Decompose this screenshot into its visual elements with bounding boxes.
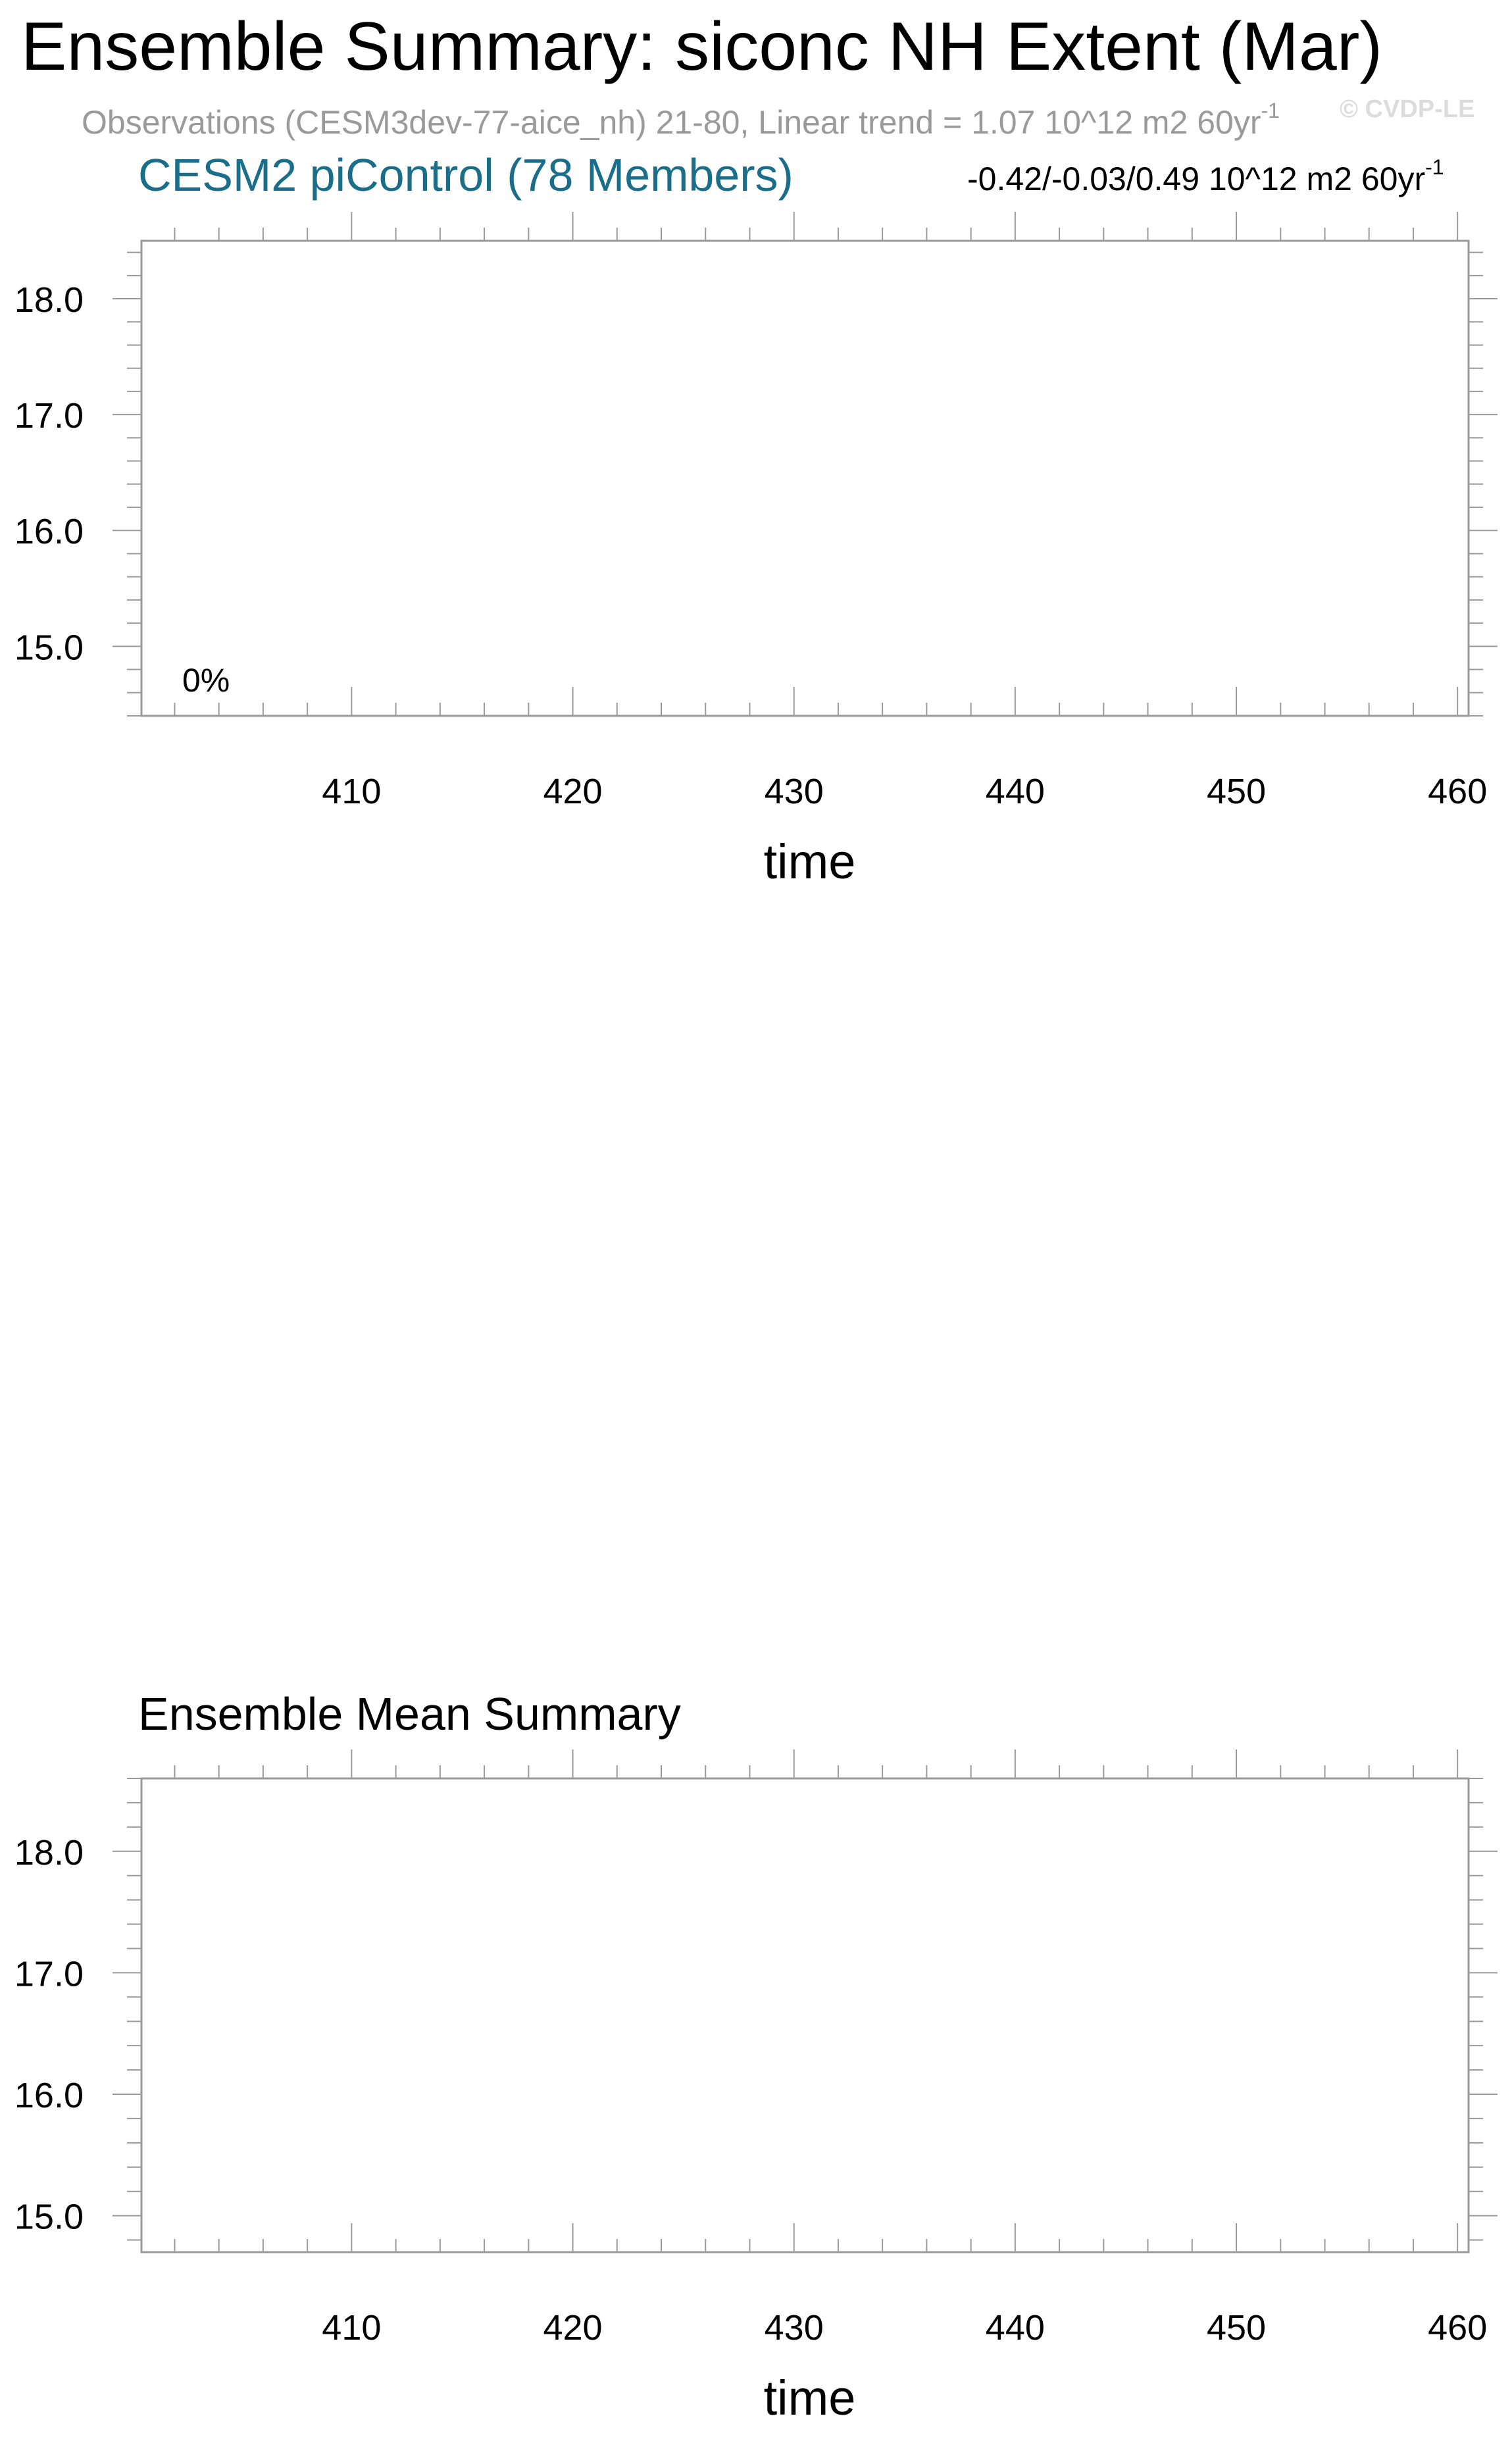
panel1-x-tick-label: 440 bbox=[986, 772, 1045, 811]
panel2-y-tick-label: 15.0 bbox=[14, 2198, 84, 2237]
panel2-plot-frame bbox=[140, 1777, 1470, 2253]
panel1-trend-stats-exponent: -1 bbox=[1425, 155, 1444, 179]
panel1-plot-frame bbox=[140, 239, 1470, 717]
cvdp-watermark: © CVDP-LE bbox=[1340, 95, 1475, 123]
panel2-x-tick-label: 440 bbox=[986, 2308, 1045, 2348]
panel1-y-tick-label: 15.0 bbox=[14, 628, 84, 667]
panel2-x-axis-label: time bbox=[764, 2371, 856, 2425]
observations-trend-label: Observations (CESM3dev-77-aice_nh) 21-80… bbox=[82, 99, 1280, 141]
panel1-x-tick-label: 460 bbox=[1428, 772, 1487, 811]
panel1-x-tick-label: 410 bbox=[322, 772, 381, 811]
panel2-x-tick-label: 460 bbox=[1428, 2308, 1487, 2348]
panel1-x-tick-label: 450 bbox=[1207, 772, 1266, 811]
figure-title: Ensemble Summary: siconc NH Extent (Mar) bbox=[21, 9, 1382, 85]
panel1-y-tick-label: 17.0 bbox=[14, 396, 84, 436]
panel2-title: Ensemble Mean Summary bbox=[138, 1688, 681, 1740]
observations-trend-text: Observations (CESM3dev-77-aice_nh) 21-80… bbox=[82, 104, 1261, 141]
panel1-x-tick-label: 430 bbox=[765, 772, 824, 811]
panel2-x-tick-label: 430 bbox=[765, 2308, 824, 2348]
observations-trend-unit-exponent: -1 bbox=[1261, 99, 1280, 122]
panel1-x-tick-label: 420 bbox=[543, 772, 602, 811]
panel2-y-tick-label: 18.0 bbox=[14, 1833, 84, 1873]
panel1-y-tick-label: 18.0 bbox=[14, 280, 84, 320]
panel2-x-tick-label: 420 bbox=[543, 2308, 602, 2348]
panel1-percent-annotation: 0% bbox=[182, 662, 230, 699]
panel1-title: CESM2 piControl (78 Members) bbox=[138, 149, 794, 201]
panel1-trend-stats-text: -0.42/-0.03/0.49 10^12 m2 60yr bbox=[967, 161, 1426, 197]
panel2-y-tick-label: 16.0 bbox=[14, 2076, 84, 2115]
panel2-y-tick-label: 17.0 bbox=[14, 1954, 84, 1994]
panel2-x-tick-label: 450 bbox=[1207, 2308, 1266, 2348]
panel2-x-tick-label: 410 bbox=[322, 2308, 381, 2348]
panel1-trend-stats: -0.42/-0.03/0.49 10^12 m2 60yr-1 bbox=[967, 155, 1444, 198]
panel1-y-tick-label: 16.0 bbox=[14, 512, 84, 551]
panel1-x-axis-label: time bbox=[764, 834, 856, 889]
